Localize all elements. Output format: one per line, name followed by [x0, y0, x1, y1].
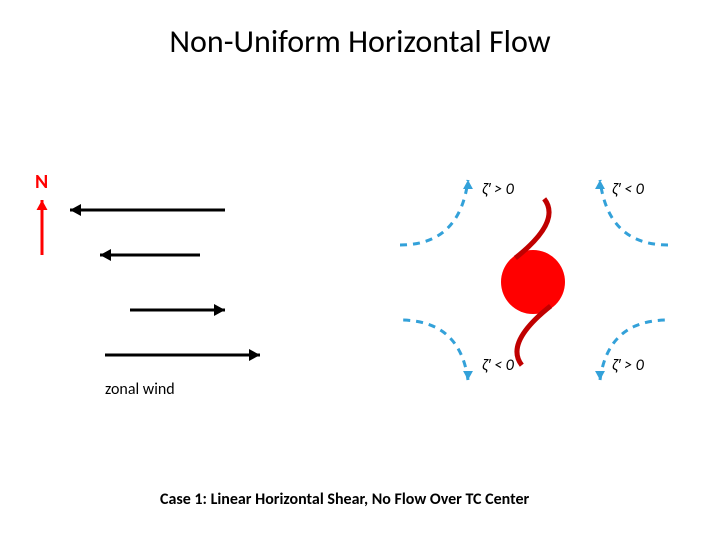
diagram-svg	[0, 0, 720, 540]
diagram-stage: Non-Uniform Horizontal Flow N zonal wind…	[0, 0, 720, 540]
